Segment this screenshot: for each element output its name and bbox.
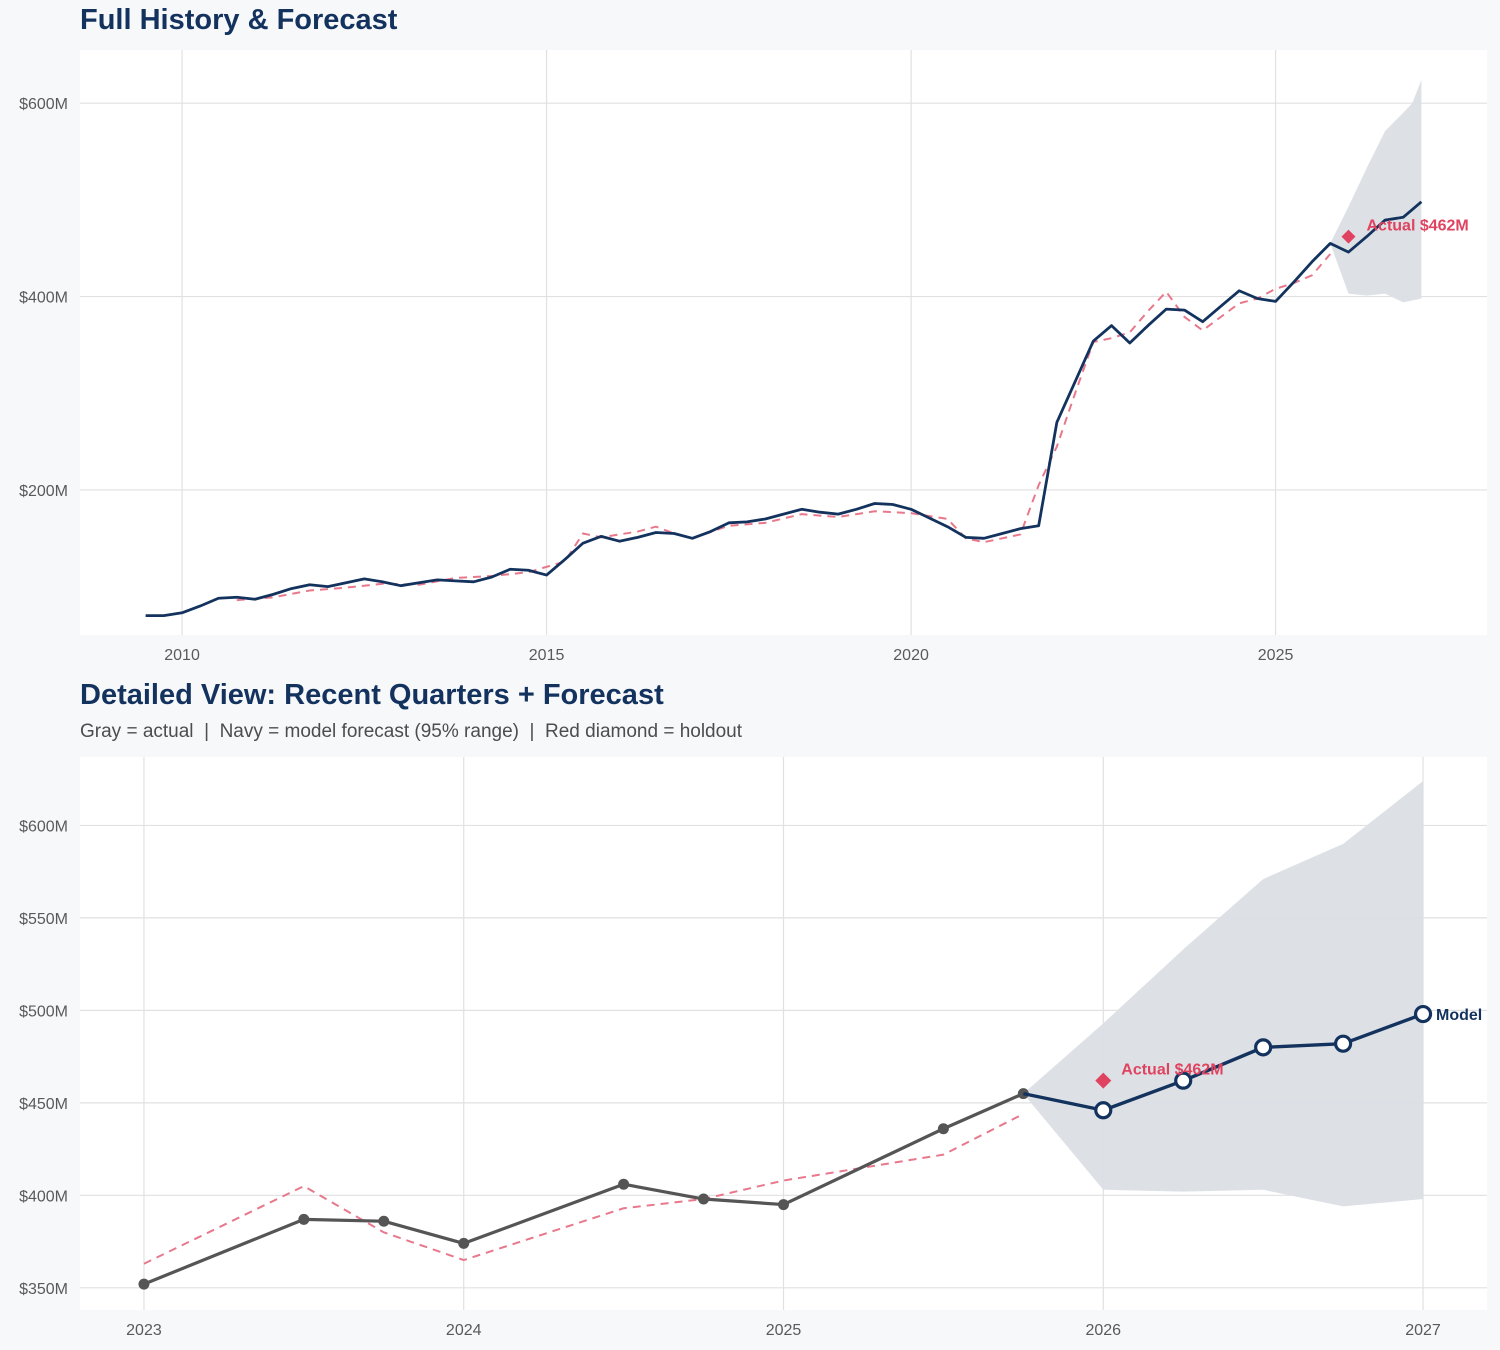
chart2-model-end-label: Model	[1436, 1007, 1482, 1024]
chart2-x-tick-label: 2026	[1085, 1322, 1121, 1339]
chart2-y-tick-label: $600M	[19, 818, 68, 835]
chart-subtitle-legend: Gray = actual | Navy = model forecast (9…	[80, 721, 743, 742]
chart-title-detailed-view: Detailed View: Recent Quarters + Forecas…	[80, 679, 664, 711]
chart2-x-tick-label: 2027	[1405, 1322, 1441, 1339]
chart1-holdout-diamond	[1341, 229, 1356, 244]
chart1-x-tick-label: 2010	[164, 647, 200, 664]
chart2-y-tick-label: $350M	[19, 1281, 68, 1298]
chart1-y-tick-label: $400M	[19, 290, 68, 307]
chart1-x-tick-label: 2015	[529, 647, 565, 664]
chart2-y-tick-label: $400M	[19, 1188, 68, 1205]
chart2-y-tick-label: $450M	[19, 1096, 68, 1113]
full-history-chart: $200M $400M $600M 2010 2015 2020 2025 Actual $4…	[19, 50, 1487, 664]
chart2-actual-point	[298, 1213, 310, 1225]
chart2-model-forecast-point	[1334, 1034, 1353, 1053]
chart1-history-forecast-line	[145, 200, 1423, 618]
chart2-actual-point	[698, 1193, 710, 1205]
chart1-plot-area	[80, 50, 1487, 635]
chart2-model-forecast-point	[1413, 1004, 1433, 1024]
chart1-holdout-label: Actual $462M	[1366, 218, 1468, 235]
chart2-x-tick-label: 2023	[126, 1322, 162, 1339]
chart2-forecast-band	[1023, 781, 1424, 1207]
chart2-model-forecast-line	[1022, 1012, 1424, 1112]
chart2-x-tick-label: 2024	[446, 1322, 482, 1339]
chart-title-full-history: Full History & Forecast	[80, 4, 398, 36]
chart2-x-tick-label: 2025	[766, 1322, 802, 1339]
chart2-model-forecast-point	[1094, 1101, 1113, 1120]
chart1-y-tick-label: $200M	[19, 483, 68, 500]
chart2-model-forecast-point	[1174, 1071, 1193, 1090]
chart2-holdout-label: Actual $462M	[1121, 1062, 1223, 1079]
chart2-actual-point	[458, 1237, 470, 1249]
chart2-actual-point	[378, 1215, 390, 1227]
chart1-y-tick-label: $600M	[19, 96, 68, 113]
chart2-y-tick-label: $500M	[19, 1003, 68, 1020]
chart2-actual-point	[618, 1178, 630, 1190]
chart2-model-forecast-point	[1254, 1038, 1273, 1057]
chart2-dashed-reference-line	[143, 1113, 1024, 1265]
chart1-x-tick-label: 2020	[893, 647, 929, 664]
chart2-holdout-diamond	[1095, 1072, 1112, 1089]
chart2-actual-point	[778, 1199, 789, 1211]
chart2-y-tick-label: $550M	[19, 911, 68, 928]
chart2-actual-point	[138, 1278, 150, 1290]
chart2-actual-point	[937, 1123, 949, 1135]
chart1-x-tick-label: 2025	[1258, 647, 1294, 664]
